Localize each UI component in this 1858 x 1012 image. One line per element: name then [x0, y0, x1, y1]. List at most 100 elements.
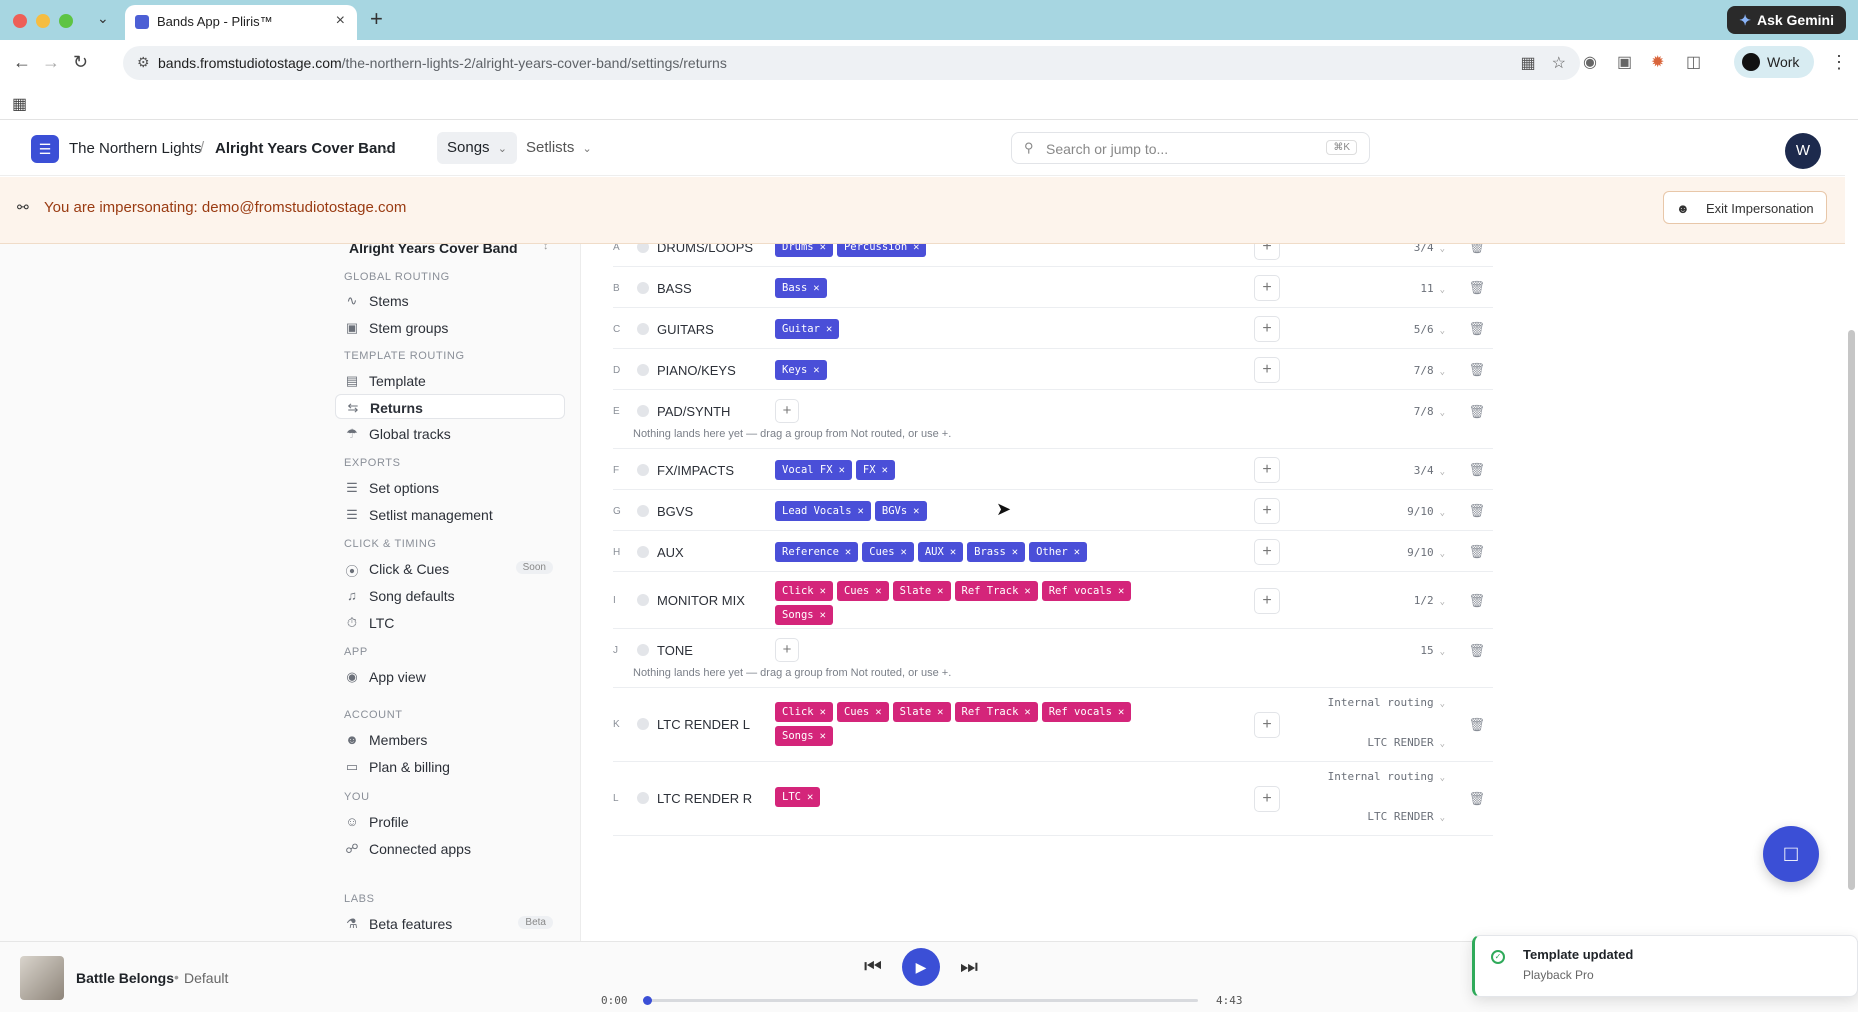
- routing-target-select[interactable]: LTC RENDER ⌄: [1367, 736, 1445, 749]
- return-name[interactable]: MONITOR MIX: [657, 592, 745, 608]
- app-logo-icon[interactable]: ☰: [31, 135, 59, 163]
- band-select-chevron-icon[interactable]: ↕: [543, 244, 549, 252]
- remove-chip-icon[interactable]: ✕: [881, 463, 888, 476]
- remove-chip-icon[interactable]: ✕: [1024, 706, 1031, 718]
- remove-chip-icon[interactable]: ✕: [949, 545, 957, 558]
- remove-chip-icon[interactable]: ✕: [913, 244, 920, 253]
- add-group-button[interactable]: +: [1254, 538, 1280, 565]
- return-name[interactable]: TONE: [657, 643, 693, 658]
- return-row[interactable]: K LTC RENDER L Click ✕ Cues ✕ Slate ✕ Ref Track ✕…: [613, 688, 1493, 762]
- forward-arrow-icon[interactable]: →: [42, 52, 60, 72]
- search-input[interactable]: ⚲ Search or jump to... ⌘K: [1011, 132, 1370, 164]
- browser-menu-icon[interactable]: ⋮: [1830, 52, 1848, 72]
- return-row[interactable]: I MONITOR MIX Click ✕ Cues ✕ Slate ✕ Ref Track ✕ R…: [613, 572, 1493, 629]
- return-name[interactable]: PIANO/KEYS: [657, 362, 736, 378]
- trash-icon[interactable]: 🗑: [1468, 320, 1485, 336]
- site-settings-icon[interactable]: ⚙: [137, 54, 150, 70]
- return-name[interactable]: LTC RENDER L: [657, 717, 750, 732]
- remove-chip-icon[interactable]: ✕: [1011, 545, 1019, 558]
- remove-chip-icon[interactable]: ✕: [819, 609, 826, 621]
- tab-search-chevron-icon[interactable]: ⌄: [97, 10, 109, 26]
- back-arrow-icon[interactable]: ←: [13, 52, 31, 72]
- browser-tab[interactable]: Bands App - Pliris™ ×: [125, 5, 357, 40]
- return-name[interactable]: PAD/SYNTH: [657, 404, 731, 419]
- output-channel-select[interactable]: 7/8 ⌄: [1414, 405, 1445, 418]
- user-avatar[interactable]: W: [1785, 133, 1821, 169]
- return-name[interactable]: AUX: [657, 544, 684, 560]
- trash-icon[interactable]: 🗑: [1468, 361, 1485, 377]
- add-group-button[interactable]: +: [775, 638, 799, 662]
- add-group-button[interactable]: +: [1254, 786, 1280, 812]
- return-color-dot[interactable]: [637, 363, 649, 376]
- add-group-button[interactable]: +: [1254, 497, 1280, 524]
- breadcrumb-org[interactable]: The Northern Lights: [69, 140, 202, 157]
- return-row[interactable]: L LTC RENDER R LTC ✕ + Internal routing ⌄ LTC R…: [613, 762, 1493, 836]
- add-group-button[interactable]: +: [1254, 244, 1280, 260]
- add-group-button[interactable]: +: [1254, 356, 1280, 383]
- close-tab-icon[interactable]: ×: [335, 12, 345, 29]
- output-channel-select[interactable]: 3/4 ⌄: [1414, 464, 1445, 477]
- extension-icon[interactable]: ◉: [1583, 54, 1597, 71]
- remove-chip-icon[interactable]: ✕: [900, 545, 907, 558]
- remove-chip-icon[interactable]: ✕: [913, 504, 920, 517]
- trash-icon[interactable]: 🗑: [1468, 543, 1485, 559]
- remove-chip-icon[interactable]: ✕: [857, 504, 864, 517]
- trash-icon[interactable]: 🗑: [1468, 404, 1485, 419]
- maximize-window-button[interactable]: [59, 14, 73, 28]
- trash-icon[interactable]: 🗑: [1468, 717, 1485, 732]
- sidebar-item-returns[interactable]: ⇆ Returns: [335, 394, 565, 419]
- add-group-button[interactable]: +: [1254, 274, 1280, 301]
- nav-songs[interactable]: Songs ⌄: [437, 132, 517, 164]
- reader-mode-icon[interactable]: ▦: [1520, 55, 1536, 72]
- sidebar-item-profile[interactable]: ☺ Profile: [335, 809, 565, 834]
- return-name[interactable]: BASS: [657, 280, 692, 296]
- progress-knob[interactable]: [643, 996, 652, 1005]
- reload-icon[interactable]: ↻: [73, 52, 89, 72]
- trash-icon[interactable]: 🗑: [1468, 244, 1485, 254]
- new-tab-icon[interactable]: +: [370, 6, 383, 31]
- output-channel-select[interactable]: 9/10 ⌄: [1407, 546, 1445, 559]
- return-color-dot[interactable]: [637, 244, 649, 253]
- sidebar-item-plan-billing[interactable]: ▭ Plan & billing: [335, 754, 565, 779]
- add-group-button[interactable]: +: [1254, 315, 1280, 342]
- sidebar-item-global-tracks[interactable]: ☂ Global tracks: [335, 421, 565, 446]
- add-group-button[interactable]: +: [1254, 456, 1280, 483]
- address-bar[interactable]: ⚙ bands.fromstudiotostage.com/the-northe…: [123, 46, 1580, 80]
- return-row[interactable]: B BASS Bass ✕ +11 ⌄ 🗑: [613, 267, 1493, 308]
- output-channel-select[interactable]: 15 ⌄: [1420, 644, 1445, 657]
- remove-chip-icon[interactable]: ✕: [937, 585, 944, 597]
- trash-icon[interactable]: 🗑: [1468, 461, 1485, 477]
- play-button[interactable]: ▶: [902, 948, 940, 986]
- sidebar-item-click-cues[interactable]: ⦿ Click & Cues Soon: [335, 556, 565, 581]
- scrollbar-thumb[interactable]: [1848, 330, 1855, 890]
- output-channel-select[interactable]: 3/4 ⌄: [1414, 244, 1445, 254]
- camera-icon[interactable]: ▣: [1617, 54, 1633, 71]
- page-scrollbar[interactable]: [1845, 120, 1858, 941]
- remove-chip-icon[interactable]: ✕: [1117, 706, 1125, 718]
- extensions-puzzle-icon[interactable]: ◫: [1686, 54, 1702, 71]
- remove-chip-icon[interactable]: ✕: [813, 281, 820, 294]
- remove-chip-icon[interactable]: ✕: [844, 545, 852, 558]
- apps-grid-icon[interactable]: ▦: [12, 96, 28, 113]
- return-color-dot[interactable]: [637, 504, 649, 517]
- add-group-button[interactable]: +: [1254, 587, 1280, 614]
- return-color-dot[interactable]: [637, 545, 649, 558]
- remove-chip-icon[interactable]: ✕: [819, 244, 826, 253]
- return-row[interactable]: C GUITARS Guitar ✕ +5/6 ⌄ 🗑: [613, 308, 1493, 349]
- return-row[interactable]: A DRUMS/LOOPS Drums ✕ Percussion ✕ +3/4 ⌄ 🗑: [613, 244, 1493, 267]
- return-name[interactable]: FX/IMPACTS: [657, 462, 735, 478]
- ask-gemini-button[interactable]: ✦ Ask Gemini: [1727, 6, 1846, 34]
- add-group-button[interactable]: +: [775, 399, 799, 423]
- trash-icon[interactable]: 🗑: [1468, 279, 1485, 295]
- band-switcher-chevron-icon[interactable]: ⌄: [381, 141, 392, 155]
- routing-mode-select[interactable]: Internal routing ⌄: [1328, 770, 1445, 783]
- remove-chip-icon[interactable]: ✕: [819, 730, 826, 742]
- sidebar-item-template[interactable]: ▤ Template: [335, 368, 565, 393]
- remove-chip-icon[interactable]: ✕: [937, 706, 944, 718]
- add-group-button[interactable]: +: [1254, 712, 1280, 738]
- remove-chip-icon[interactable]: ✕: [819, 706, 826, 718]
- trash-icon[interactable]: 🗑: [1468, 502, 1485, 518]
- sidebar-item-setlist-management[interactable]: ☰ Setlist management: [335, 502, 565, 527]
- return-color-dot[interactable]: [637, 644, 649, 656]
- remove-chip-icon[interactable]: ✕: [1024, 585, 1031, 597]
